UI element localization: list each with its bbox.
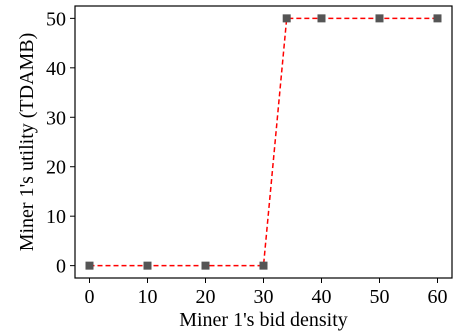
y-tick-label: 30	[46, 107, 66, 129]
data-point-marker	[85, 261, 94, 270]
y-tick-label: 20	[46, 157, 66, 179]
data-point-marker	[259, 261, 268, 270]
y-axis-title: Miner 1's utility (TDAMB)	[16, 33, 38, 252]
y-axis-ticks: 0 10 20 30 40 50	[46, 8, 75, 278]
x-tick-label: 20	[196, 286, 216, 308]
series-line	[89, 17, 438, 267]
data-point-marker	[317, 14, 326, 23]
y-tick-label: 10	[46, 206, 66, 228]
data-point-marker	[201, 261, 210, 270]
x-tick-label: 30	[254, 286, 274, 308]
y-tick-label: 50	[46, 8, 66, 30]
x-tick-label: 60	[428, 286, 448, 308]
plot-frame	[74, 5, 453, 279]
y-tick-label: 0	[56, 256, 66, 278]
y-tick-label: 40	[46, 58, 66, 80]
x-tick-label: 40	[312, 286, 332, 308]
x-tick-label: 10	[138, 286, 158, 308]
data-point-marker	[433, 14, 442, 23]
x-axis-title: Miner 1's bid density	[179, 309, 348, 331]
series-layer	[85, 14, 442, 270]
x-tick-label: 0	[85, 286, 95, 308]
x-axis-ticks: 0 10 20 30 40 50 60	[85, 278, 448, 308]
data-point-marker	[143, 261, 152, 270]
data-point-marker	[282, 14, 291, 23]
data-point-marker	[375, 14, 384, 23]
x-tick-label: 50	[370, 286, 390, 308]
